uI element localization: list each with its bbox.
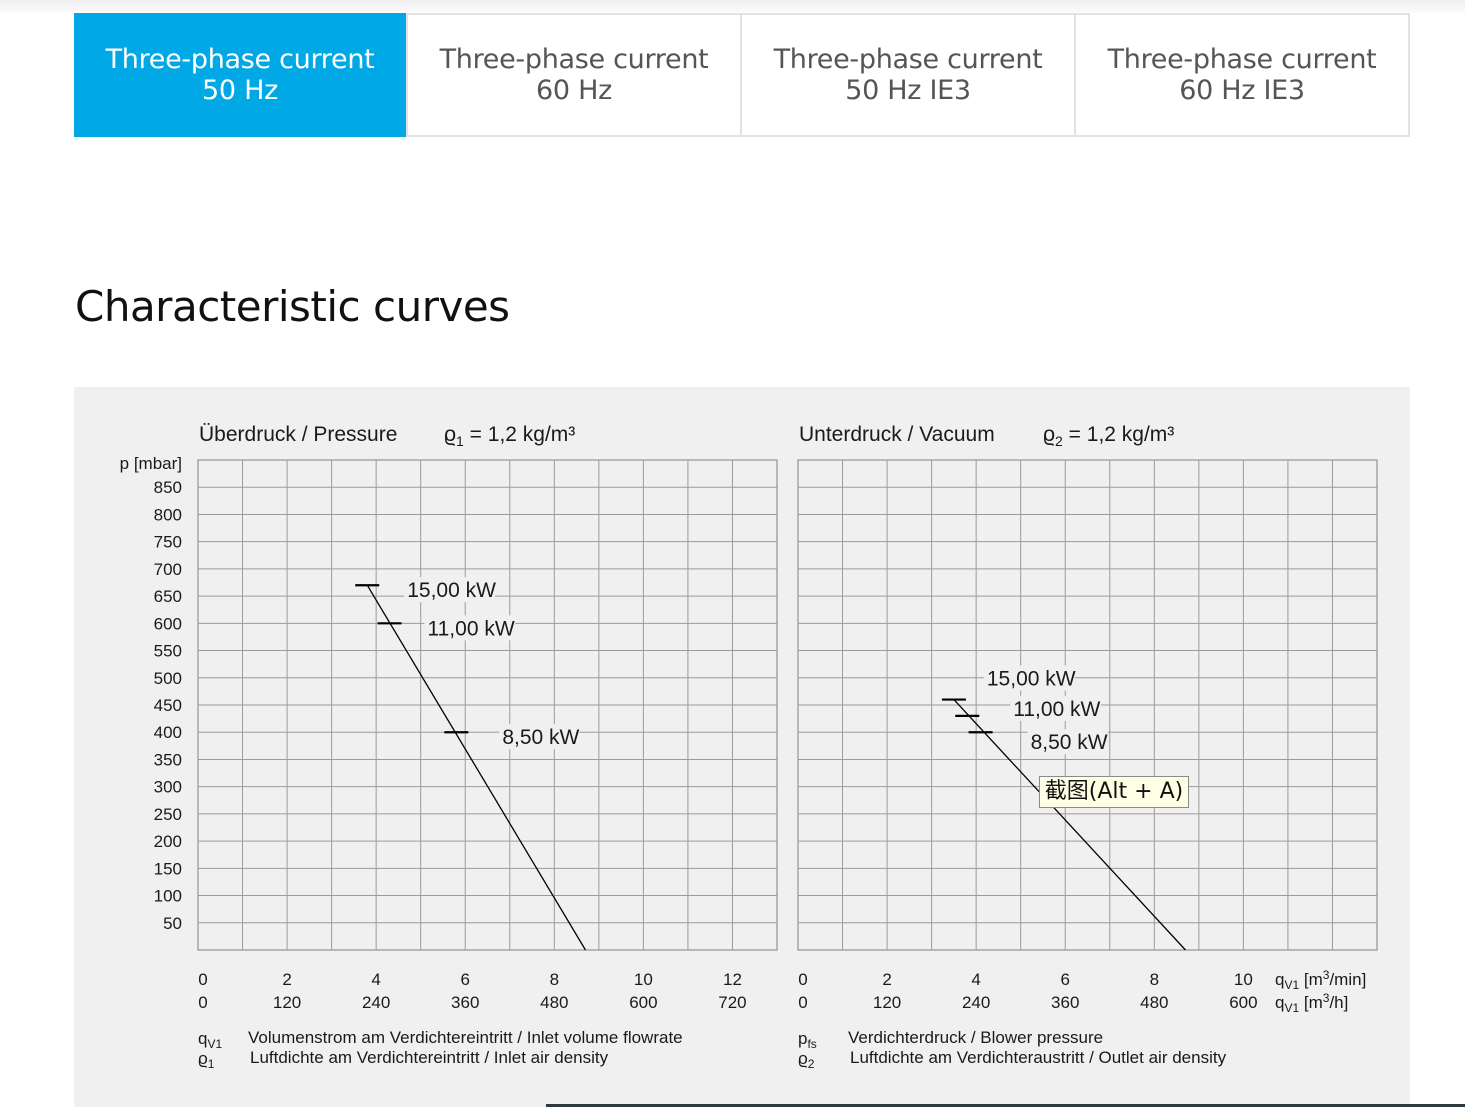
x-tick-label-primary: 10 — [634, 970, 653, 989]
x-tick-label-secondary: 360 — [1051, 993, 1079, 1012]
x-tick-label-primary: 0 — [798, 970, 807, 989]
y-tick-label: 850 — [154, 478, 182, 497]
x-tick-label-secondary: 600 — [1229, 993, 1257, 1012]
x-tick-label-primary: 12 — [723, 970, 742, 989]
x-tick-label-secondary: 720 — [718, 993, 746, 1012]
performance-curve — [953, 699, 1186, 951]
legend-symbol: pfs — [798, 1029, 817, 1051]
y-tick-label: 750 — [154, 533, 182, 552]
x-tick-label-primary: 2 — [282, 970, 291, 989]
x-axis-unit-primary: qV1 [m3/min] — [1275, 968, 1366, 992]
power-label-bg — [1027, 729, 1108, 755]
power-label: 11,00 kW — [428, 617, 515, 640]
performance-curve — [366, 584, 587, 951]
y-tick-label: 700 — [154, 560, 182, 579]
tab-three-phase-60hz-ie3[interactable]: Three-phase current 60 Hz IE3 — [1074, 15, 1408, 135]
power-label-bg — [1010, 695, 1102, 721]
browser-top-strip — [0, 0, 1465, 12]
power-label-bg — [499, 724, 580, 750]
y-tick-label: 600 — [154, 614, 182, 633]
x-tick-label-primary: 8 — [550, 970, 559, 989]
y-tick-label: 650 — [154, 587, 182, 606]
power-label: 11,00 kW — [1013, 698, 1100, 721]
x-tick-label-secondary: 0 — [798, 993, 807, 1012]
y-axis-label: p [mbar] — [120, 454, 182, 473]
tab-label-line2: 50 Hz IE3 — [845, 75, 971, 106]
legend-symbol: ϱ1 — [198, 1049, 215, 1071]
tab-label-line1: Three-phase current — [105, 44, 375, 75]
y-tick-label: 350 — [154, 750, 182, 769]
legend-symbol: qV1 — [198, 1029, 222, 1051]
tab-label-line2: 60 Hz — [536, 75, 612, 106]
x-tick-label-secondary: 480 — [1140, 993, 1168, 1012]
plot-frame — [797, 459, 1378, 951]
x-tick-label-secondary: 0 — [198, 993, 207, 1012]
x-tick-label-primary: 0 — [198, 970, 207, 989]
x-tick-label-secondary: 360 — [451, 993, 479, 1012]
screenshot-tooltip: 截图(Alt + A) — [1039, 776, 1189, 808]
x-tick-label-primary: 2 — [882, 970, 891, 989]
section-title: Characteristic curves — [75, 282, 510, 331]
x-axis-unit-secondary: qV1 [m3/h] — [1275, 991, 1348, 1015]
y-tick-label: 100 — [154, 887, 182, 906]
tab-label-line2: 50 Hz — [202, 75, 278, 106]
density-label: ϱ1 = 1,2 kg/m³ — [444, 423, 575, 449]
x-tick-label-primary: 8 — [1150, 970, 1159, 989]
y-tick-label: 400 — [154, 723, 182, 742]
tab-three-phase-60hz[interactable]: Three-phase current 60 Hz — [406, 15, 740, 135]
power-label-bg — [404, 577, 496, 603]
x-tick-label-secondary: 120 — [273, 993, 301, 1012]
characteristic-curves-svg: Überdruck / Pressure ϱ1 = 1,2 kg/m³ p [mba… — [120, 423, 1378, 1071]
power-label-bg — [424, 615, 516, 641]
power-label: 8,50 kW — [502, 726, 579, 749]
chart-title: Überdruck / Pressure — [199, 423, 397, 446]
x-tick-label-primary: 10 — [1234, 970, 1253, 989]
x-tick-label-primary: 6 — [460, 970, 469, 989]
legend-text: Luftdichte am Verdichteraustritt / Outle… — [850, 1048, 1227, 1067]
power-label-bg — [983, 665, 1075, 691]
legend-text: Luftdichte am Verdichtereintritt / Inlet… — [250, 1048, 609, 1067]
y-tick-label: 250 — [154, 805, 182, 824]
chart-title: Unterdruck / Vacuum — [799, 423, 995, 446]
x-tick-label-primary: 6 — [1060, 970, 1069, 989]
x-tick-label-primary: 4 — [971, 970, 980, 989]
y-tick-label: 450 — [154, 696, 182, 715]
x-tick-label-primary: 4 — [371, 970, 380, 989]
legend-symbol: ϱ2 — [798, 1049, 815, 1071]
plot-frame — [197, 459, 778, 951]
tab-label-line1: Three-phase current — [1107, 44, 1377, 75]
y-tick-label: 500 — [154, 669, 182, 688]
tab-three-phase-50hz-ie3[interactable]: Three-phase current 50 Hz IE3 — [740, 15, 1074, 135]
power-label: 15,00 kW — [987, 668, 1076, 691]
characteristic-curves-figure: Überdruck / Pressure ϱ1 = 1,2 kg/m³ p [mba… — [74, 387, 1410, 1107]
x-tick-label-secondary: 240 — [962, 993, 990, 1012]
power-label: 15,00 kW — [407, 579, 496, 602]
tab-label-line2: 60 Hz IE3 — [1179, 75, 1305, 106]
y-tick-label: 800 — [154, 505, 182, 524]
x-tick-label-secondary: 480 — [540, 993, 568, 1012]
power-label: 8,50 kW — [1031, 731, 1108, 754]
legend-text: Verdichterdruck / Blower pressure — [848, 1028, 1103, 1047]
current-type-tabs: Three-phase current 50 Hz Three-phase cu… — [74, 13, 1410, 137]
y-tick-label: 550 — [154, 642, 182, 661]
y-tick-label: 50 — [163, 914, 182, 933]
y-tick-label: 300 — [154, 778, 182, 797]
x-tick-label-secondary: 240 — [362, 993, 390, 1012]
x-tick-label-secondary: 600 — [629, 993, 657, 1012]
legend-text: Volumenstrom am Verdichtereintritt / Inl… — [248, 1028, 683, 1047]
y-tick-label: 200 — [154, 832, 182, 851]
tab-three-phase-50hz[interactable]: Three-phase current 50 Hz — [74, 13, 406, 137]
density-label: ϱ2 = 1,2 kg/m³ — [1043, 423, 1174, 449]
bottom-bar — [546, 1104, 1465, 1107]
tab-label-line1: Three-phase current — [773, 44, 1043, 75]
x-tick-label-secondary: 120 — [873, 993, 901, 1012]
tab-label-line1: Three-phase current — [439, 44, 709, 75]
y-tick-label: 150 — [154, 859, 182, 878]
